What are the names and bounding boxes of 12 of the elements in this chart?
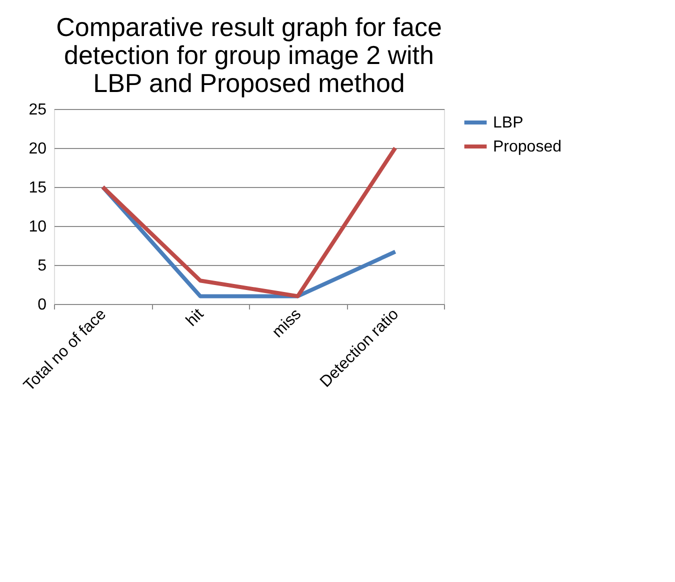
- y-tick-label: 10: [28, 218, 47, 236]
- legend-label: Proposed: [493, 138, 562, 156]
- line-series: [100, 146, 398, 298]
- legend-label: LBP: [493, 114, 524, 132]
- y-tick-label: 15: [28, 180, 47, 196]
- x-tick-label: miss: [269, 306, 305, 342]
- y-tick-label: 0: [38, 296, 47, 314]
- x-tick-label: hit: [183, 305, 208, 330]
- chart-title: Comparative result graph for face detection for group image 2 with LBP and Proposed method: [56, 12, 442, 98]
- y-tick-label: 25: [28, 102, 47, 118]
- y-tick-label: 5: [38, 258, 47, 274]
- y-tick-label: 20: [28, 140, 47, 158]
